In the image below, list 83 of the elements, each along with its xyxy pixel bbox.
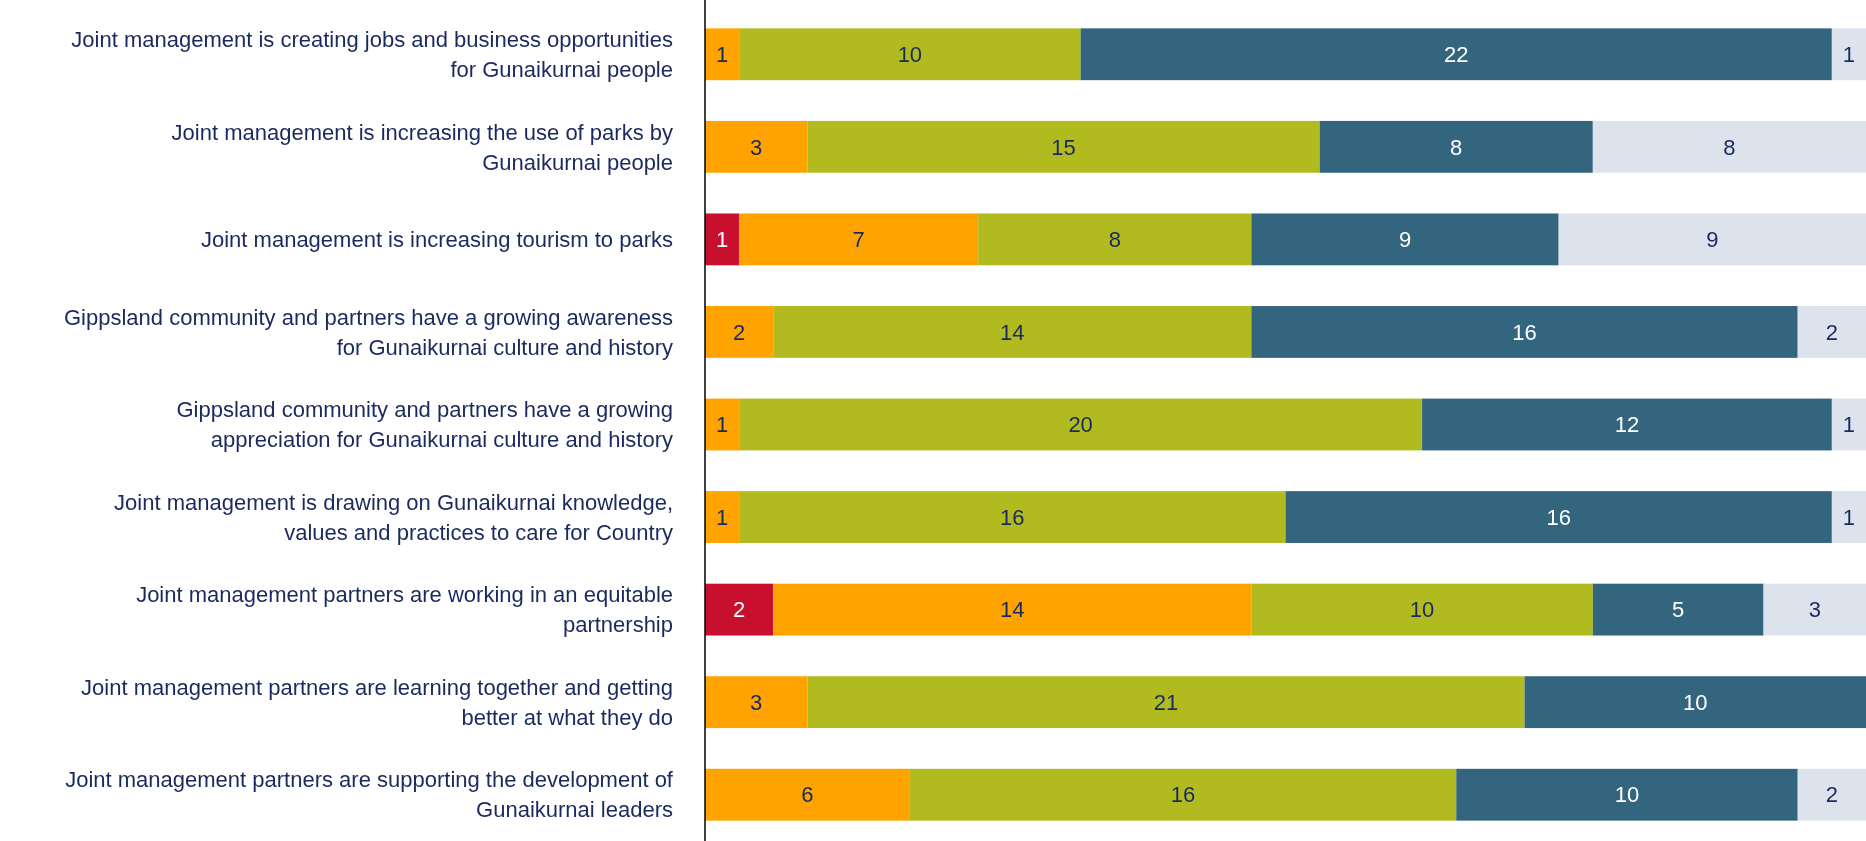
bar	[705, 28, 740, 81]
data-label: 2	[733, 319, 746, 345]
bar	[705, 306, 774, 358]
bar	[1251, 306, 1798, 358]
data-label: 3	[1808, 597, 1821, 623]
bar	[739, 491, 1286, 543]
bar	[705, 491, 740, 543]
bar	[1592, 583, 1764, 636]
data-label: 1	[715, 41, 729, 67]
bar	[1524, 676, 1866, 729]
bar	[773, 583, 1252, 636]
data-label: 14	[1000, 319, 1025, 345]
data-label: 1	[715, 504, 729, 530]
y-tick-label: Gippsland community and partners have a growing appreciation for Gunaikurnai culture and history	[176, 397, 673, 453]
bar	[705, 676, 808, 729]
bar	[705, 398, 740, 451]
data-label: 22	[1443, 41, 1469, 67]
data-label: 8	[1450, 134, 1463, 160]
data-label: 16	[1000, 504, 1025, 530]
data-label: 21	[1153, 689, 1179, 715]
data-label: 10	[1409, 597, 1435, 623]
bar	[1319, 120, 1593, 173]
bar	[1797, 306, 1866, 358]
data-label: 20	[1068, 412, 1093, 438]
bar	[909, 768, 1457, 821]
data-label: 5	[1672, 597, 1685, 623]
bar	[773, 306, 1252, 358]
y-tick-label: Joint management is drawing on Gunaikurnai knowledge, values and practices to care for Country	[114, 489, 673, 545]
bar	[1831, 398, 1866, 451]
y-tick-label: Joint management is increasing the use of parks by Gunaikurnai people	[171, 119, 673, 175]
data-label: 1	[715, 412, 729, 438]
data-label: 2	[1825, 782, 1838, 808]
y-tick-label: Gippsland community and partners have a growing awareness for Gunaikurnai culture and history	[64, 304, 673, 360]
data-label: 1	[715, 227, 729, 253]
data-label: 15	[1051, 134, 1076, 160]
bar	[705, 583, 774, 636]
bar	[978, 213, 1252, 266]
data-label: 2	[1825, 319, 1838, 345]
data-label: 10	[1683, 689, 1708, 715]
data-label: 1	[1842, 504, 1856, 530]
bar	[705, 213, 740, 266]
y-tick-label: Joint management partners are working in an equitable partnership	[136, 582, 673, 638]
data-label: 12	[1614, 412, 1640, 438]
y-tick-label: Joint management partners are learning together and getting better at what they do	[81, 674, 673, 730]
bar	[1831, 28, 1866, 81]
bar	[807, 120, 1320, 173]
bar	[1763, 583, 1866, 636]
data-label: 3	[750, 689, 763, 715]
data-label: 10	[897, 41, 923, 67]
data-label: 1	[1842, 41, 1856, 67]
bar	[1251, 213, 1559, 266]
bar	[739, 28, 1081, 81]
bar	[739, 213, 979, 266]
bar	[705, 120, 808, 173]
data-label: 1	[1842, 412, 1856, 438]
y-tick-label: Joint management is increasing tourism to parks	[201, 227, 673, 253]
y-tick-label: Joint management is creating jobs and business opportunities for Gunaikurnai people	[71, 26, 673, 82]
bar	[1080, 28, 1832, 81]
data-label: 7	[852, 227, 865, 253]
bar	[739, 398, 1423, 451]
data-label: 9	[1706, 227, 1719, 253]
data-label: 8	[1723, 134, 1736, 160]
data-label: 8	[1108, 227, 1121, 253]
data-label: 16	[1170, 782, 1196, 808]
bar	[1592, 120, 1866, 173]
bar	[705, 768, 910, 821]
bar	[1456, 768, 1798, 821]
bar	[1422, 398, 1832, 451]
data-label: 16	[1546, 504, 1571, 530]
bar	[807, 676, 1525, 729]
data-label: 9	[1398, 227, 1412, 253]
data-label: 10	[1614, 782, 1640, 808]
bar	[1251, 583, 1593, 636]
bar	[1797, 768, 1866, 821]
data-label: 16	[1512, 319, 1537, 345]
data-label: 2	[733, 597, 746, 623]
data-label: 14	[1000, 597, 1025, 623]
bar	[1831, 491, 1866, 543]
bar	[1285, 491, 1832, 543]
data-label: 6	[801, 782, 814, 808]
bar	[1558, 213, 1866, 266]
y-tick-label: Joint management partners are supporting the development of Gunaikurnai leaders	[65, 767, 674, 823]
data-label: 3	[750, 134, 763, 160]
